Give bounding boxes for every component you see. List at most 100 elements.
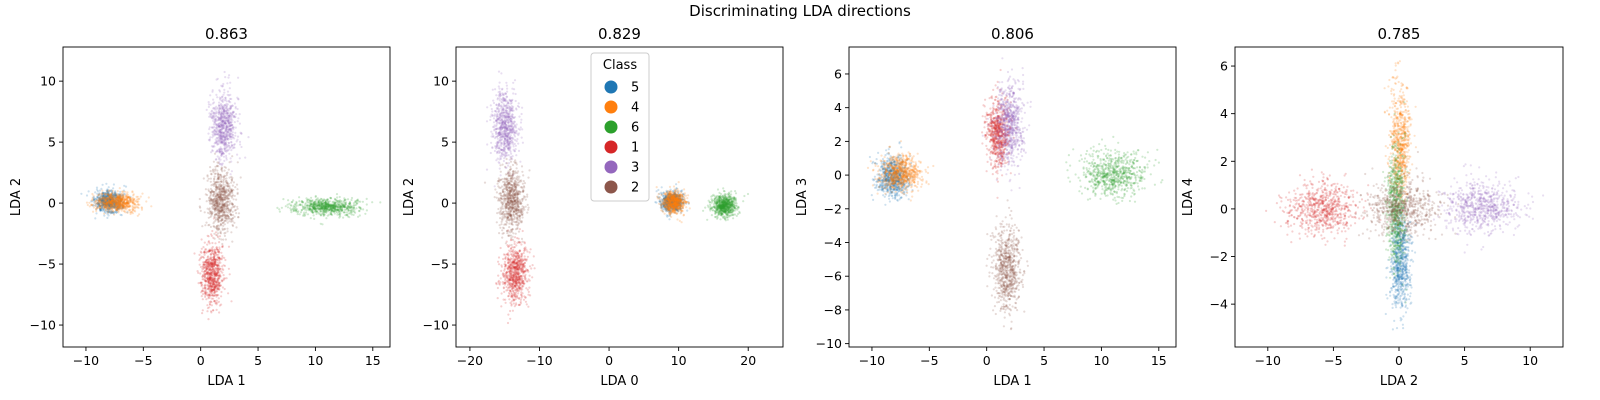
scatter-point xyxy=(113,201,116,204)
scatter-point xyxy=(123,193,127,196)
scatter-point xyxy=(237,117,240,120)
scatter-point xyxy=(122,196,125,199)
scatter-point xyxy=(102,204,105,207)
panel-title: 0.863 xyxy=(205,25,248,43)
scatter-point xyxy=(117,201,120,204)
scatter-point xyxy=(223,88,226,91)
scatter-point xyxy=(228,87,231,90)
y-axis-label: LDA 2 xyxy=(9,178,24,216)
scatter-point xyxy=(315,212,318,216)
scatter-point xyxy=(96,205,99,208)
scatter-point xyxy=(336,213,339,216)
scatter-point xyxy=(118,207,121,210)
scatter-point xyxy=(221,228,224,231)
scatter-point xyxy=(113,206,116,209)
scatter-point xyxy=(106,207,109,211)
scatter-point xyxy=(109,202,112,205)
scatter-point xyxy=(313,207,316,210)
scatter-point xyxy=(208,302,211,306)
scatter-point xyxy=(222,178,225,181)
scatter-point xyxy=(200,238,203,241)
scatter-point xyxy=(234,134,237,137)
scatter-point xyxy=(118,207,121,210)
scatter-point xyxy=(115,198,118,201)
scatter-point xyxy=(98,201,101,204)
scatter-point xyxy=(111,200,114,204)
scatter-point xyxy=(208,306,211,309)
scatter-point xyxy=(107,198,110,201)
scatter-point xyxy=(298,200,301,203)
scatter-point xyxy=(128,196,131,199)
scatter-point xyxy=(217,165,220,168)
scatter-point xyxy=(126,195,130,199)
scatter-point xyxy=(103,197,106,200)
scatter-point xyxy=(120,198,123,201)
scatter-point xyxy=(122,203,125,206)
scatter-point xyxy=(106,213,109,216)
scatter-point xyxy=(106,200,109,203)
scatter-point xyxy=(226,107,230,110)
scatter-point xyxy=(223,264,226,267)
scatter-point xyxy=(92,210,95,213)
scatter-point xyxy=(104,196,107,199)
scatter-point xyxy=(119,199,122,202)
scatter-point xyxy=(103,199,106,202)
y-tick-label: 0 xyxy=(48,196,56,211)
scatter-point xyxy=(109,200,112,203)
scatter-point xyxy=(206,304,209,307)
scatter-point xyxy=(208,212,211,215)
scatter-point xyxy=(105,201,108,204)
scatter-point xyxy=(209,294,212,297)
scatter-point xyxy=(114,200,117,203)
cluster-class-6 xyxy=(276,193,382,226)
scatter-point xyxy=(112,206,115,209)
scatter-point xyxy=(117,202,120,205)
scatter-point xyxy=(99,196,102,199)
scatter-point xyxy=(109,197,112,200)
scatter-point xyxy=(223,70,226,74)
scatter-point xyxy=(118,203,121,206)
scatter-point xyxy=(216,234,219,237)
scatter-point xyxy=(100,199,103,202)
scatter-point xyxy=(116,200,119,204)
scatter-point xyxy=(98,199,101,202)
scatter-point xyxy=(224,231,227,234)
scatter-point xyxy=(109,198,113,201)
scatter-point xyxy=(123,198,126,201)
scatter-point xyxy=(118,202,121,205)
scatter-point xyxy=(227,211,230,214)
scatter-point xyxy=(111,196,114,199)
scatter-point xyxy=(331,213,334,217)
scatter-point xyxy=(125,201,128,204)
scatter-point xyxy=(118,201,121,204)
scatter-point xyxy=(287,199,290,202)
scatter-point xyxy=(121,201,124,204)
scatter-point xyxy=(91,197,94,200)
scatter-point xyxy=(107,195,110,198)
scatter-point xyxy=(133,209,136,212)
scatter-point xyxy=(127,205,130,208)
scatter-point xyxy=(235,226,238,229)
scatter-point xyxy=(112,199,115,202)
scatter-point xyxy=(104,192,107,195)
scatter-point xyxy=(141,192,144,195)
scatter-point xyxy=(103,210,106,214)
scatter-point xyxy=(112,211,115,214)
scatter-point xyxy=(224,128,228,131)
scatter-point xyxy=(119,190,122,193)
scatter-point xyxy=(225,125,228,128)
scatter-point xyxy=(222,155,226,158)
scatter-point xyxy=(102,199,106,202)
scatter-point xyxy=(128,196,131,199)
scatter-point xyxy=(110,203,113,206)
scatter-point xyxy=(323,213,326,216)
scatter-point xyxy=(126,200,129,203)
scatter-point xyxy=(95,207,98,210)
scatter-point xyxy=(114,199,117,203)
scatter-point xyxy=(110,211,113,214)
scatter-point xyxy=(352,206,355,209)
scatter-point xyxy=(108,204,111,207)
scatter-point xyxy=(341,209,344,212)
scatter-point xyxy=(117,202,120,205)
scatter-point xyxy=(121,206,124,209)
